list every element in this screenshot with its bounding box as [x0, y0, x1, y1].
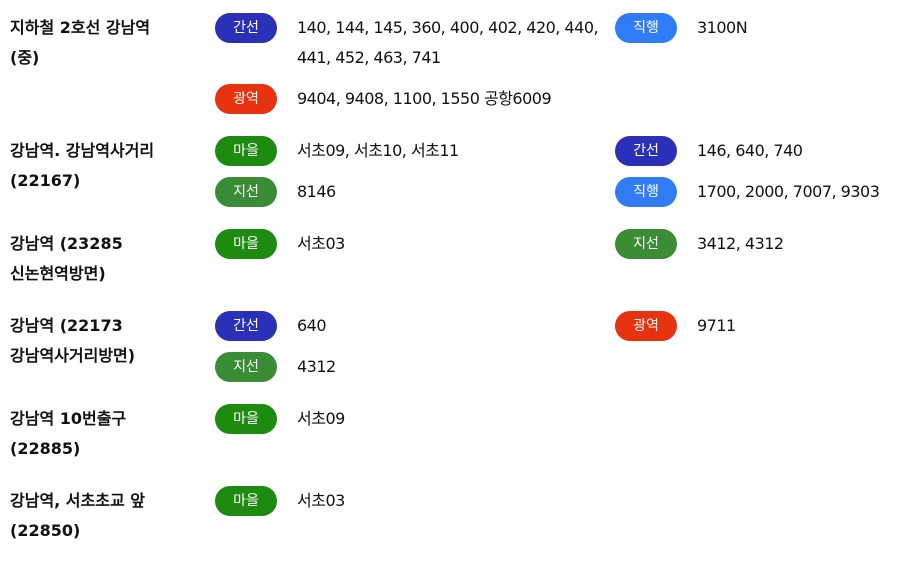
route-numbers: 3412, 4312 [697, 234, 784, 253]
route-numbers: 140, 144, 145, 360, 400, 402, 420, 440, … [297, 18, 599, 67]
route-column: 마을 서초09 [215, 404, 615, 464]
route-group: 간선 640 [215, 311, 615, 341]
stop-name-line: 강남역. 강남역사거리 [10, 141, 155, 160]
route-group: 지선 4312 [215, 352, 615, 382]
route-group: 지선 8146 [215, 177, 615, 207]
stop-name: 지하철 2호선 강남역 (중) [10, 13, 215, 114]
route-numbers: 9711 [697, 316, 736, 335]
stop-name-line: 강남역, 서초초교 앞 [10, 491, 145, 510]
route-column: 마을 서초09, 서초10, 서초11 지선 8146 [215, 136, 615, 207]
route-numbers: 서초09 [297, 409, 345, 428]
route-type-badge: 지선 [215, 177, 277, 207]
stop-name-line: 지하철 2호선 강남역 [10, 18, 151, 37]
route-numbers: 146, 640, 740 [697, 141, 803, 160]
route-type-badge: 간선 [215, 311, 277, 341]
route-numbers: 3100N [697, 18, 748, 37]
route-type-badge: 직행 [615, 177, 677, 207]
stop-name: 강남역, 서초초교 앞 (22850) [10, 486, 215, 546]
route-group: 간선 146, 640, 740 [615, 136, 905, 166]
route-numbers: 서초03 [297, 234, 345, 253]
route-column [615, 486, 905, 546]
route-column: 마을 서초03 [215, 486, 615, 546]
route-numbers: 9404, 9408, 1100, 1550 공항6009 [297, 89, 552, 108]
route-column: 지선 3412, 4312 [615, 229, 905, 289]
route-type-badge: 마을 [215, 136, 277, 166]
route-type-badge: 마을 [215, 404, 277, 434]
route-numbers: 8146 [297, 182, 336, 201]
route-group: 직행 1700, 2000, 7007, 9303 [615, 177, 905, 207]
route-type-badge: 간선 [215, 13, 277, 43]
route-group: 직행 3100N [615, 13, 905, 43]
route-type-badge: 마을 [215, 229, 277, 259]
stop-row: 강남역 (22173 강남역사거리방면) 간선 640 지선 4312 광역 9711 [10, 311, 908, 382]
stop-name-line: (22850) [10, 521, 81, 540]
route-numbers: 640 [297, 316, 327, 335]
stop-name-line: (22167) [10, 171, 81, 190]
route-type-badge: 광역 [615, 311, 677, 341]
stop-row: 강남역, 서초초교 앞 (22850) 마을 서초03 [10, 486, 908, 546]
route-type-badge: 간선 [615, 136, 677, 166]
stop-row: 강남역 10번출구 (22885) 마을 서초09 [10, 404, 908, 464]
route-numbers: 서초09, 서초10, 서초11 [297, 141, 459, 160]
stop-name: 강남역. 강남역사거리 (22167) [10, 136, 215, 207]
route-numbers: 4312 [297, 357, 336, 376]
route-numbers: 서초03 [297, 491, 345, 510]
route-group: 광역 9711 [615, 311, 905, 341]
route-group: 마을 서초09 [215, 404, 615, 434]
route-column: 마을 서초03 [215, 229, 615, 289]
stop-list: 지하철 2호선 강남역 (중) 간선 140, 144, 145, 360, 400,… [10, 13, 908, 546]
route-group: 마을 서초03 [215, 486, 615, 516]
route-type-badge: 직행 [615, 13, 677, 43]
stop-name-line: (중) [10, 48, 40, 67]
stop-name-line: 강남역 (23285 [10, 234, 123, 253]
route-column [615, 404, 905, 464]
route-type-badge: 지선 [215, 352, 277, 382]
stop-name-line: 강남역 (22173 [10, 316, 123, 335]
stop-name: 강남역 (23285 신논현역방면) [10, 229, 215, 289]
stop-row: 강남역. 강남역사거리 (22167) 마을 서초09, 서초10, 서초11 지선 81… [10, 136, 908, 207]
route-group: 광역 9404, 9408, 1100, 1550 공항6009 [215, 84, 615, 114]
stop-name-line: 강남역 10번출구 [10, 409, 127, 428]
route-column: 광역 9711 [615, 311, 905, 382]
route-column: 간선 640 지선 4312 [215, 311, 615, 382]
stop-row: 강남역 (23285 신논현역방면) 마을 서초03 지선 3412, 4312 [10, 229, 908, 289]
route-group: 지선 3412, 4312 [615, 229, 905, 259]
route-type-badge: 마을 [215, 486, 277, 516]
stop-row: 지하철 2호선 강남역 (중) 간선 140, 144, 145, 360, 400,… [10, 13, 908, 114]
stop-name-line: 강남역사거리방면) [10, 346, 136, 365]
route-group: 마을 서초03 [215, 229, 615, 259]
route-group: 마을 서초09, 서초10, 서초11 [215, 136, 615, 166]
route-type-badge: 광역 [215, 84, 277, 114]
stop-name: 강남역 (22173 강남역사거리방면) [10, 311, 215, 382]
route-column: 직행 3100N [615, 13, 905, 114]
stop-name-line: (22885) [10, 439, 81, 458]
stop-name-line: 신논현역방면) [10, 264, 106, 283]
route-numbers: 1700, 2000, 7007, 9303 [697, 182, 880, 201]
route-group: 간선 140, 144, 145, 360, 400, 402, 420, 440… [215, 13, 615, 73]
route-column: 간선 140, 144, 145, 360, 400, 402, 420, 440… [215, 13, 615, 114]
route-type-badge: 지선 [615, 229, 677, 259]
stop-name: 강남역 10번출구 (22885) [10, 404, 215, 464]
route-column: 간선 146, 640, 740 직행 1700, 2000, 7007, 9303 [615, 136, 905, 207]
